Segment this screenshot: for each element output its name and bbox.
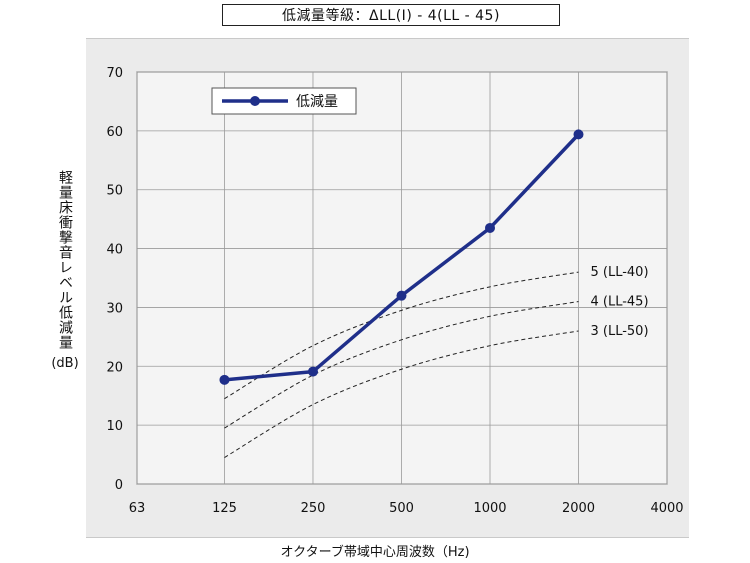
y-tick-label: 30 bbox=[106, 301, 123, 316]
reference-curve-label: 5 (LL-40) bbox=[590, 265, 648, 280]
reference-curve bbox=[224, 330, 579, 458]
data-series bbox=[219, 129, 584, 385]
reference-curve-label: 3 (LL-50) bbox=[590, 324, 648, 339]
data-point bbox=[396, 290, 407, 301]
legend-label: 低減量 bbox=[296, 93, 338, 110]
y-tick-label: 40 bbox=[106, 243, 123, 258]
y-tick-label: 60 bbox=[106, 125, 123, 140]
x-tick-label: 250 bbox=[301, 501, 326, 516]
x-axis-label: オクターブ帯域中心周波数（Hz) bbox=[280, 545, 470, 560]
y-axis-label: 軽量床衝撃音レベル低減量 (dB) bbox=[50, 170, 80, 371]
x-tick-label: 125 bbox=[212, 501, 237, 516]
y-tick-label: 50 bbox=[106, 184, 123, 199]
grid-lines bbox=[136, 71, 668, 485]
x-tick-label: 2000 bbox=[562, 501, 595, 516]
y-tick-label: 70 bbox=[106, 66, 123, 81]
data-point bbox=[307, 366, 318, 377]
legend: 低減量 bbox=[211, 87, 357, 115]
y-axis-label-text: 軽量床衝撃音レベル低減量 bbox=[57, 170, 73, 350]
x-axis-ticks: 63 125 250 500 1000 2000 4000 bbox=[129, 501, 684, 516]
reference-curves: 5 (LL-40) 4 (LL-45) 3 (LL-50) bbox=[224, 265, 649, 458]
y-tick-label: 10 bbox=[106, 419, 123, 434]
reference-curve-label: 4 (LL-45) bbox=[590, 295, 648, 310]
y-axis-unit: (dB) bbox=[51, 356, 79, 371]
y-axis-ticks: 0 10 20 30 40 50 60 70 bbox=[106, 66, 123, 493]
data-point bbox=[219, 374, 230, 385]
y-tick-label: 20 bbox=[106, 360, 123, 375]
data-point bbox=[573, 129, 584, 140]
x-tick-label: 500 bbox=[389, 501, 414, 516]
data-point bbox=[484, 222, 495, 233]
y-tick-label: 0 bbox=[115, 478, 123, 493]
chart-title: 低減量等級：ΔLL(Ⅰ) - 4(LL - 45) bbox=[222, 4, 560, 26]
x-tick-label: 1000 bbox=[473, 501, 506, 516]
plot-area bbox=[136, 71, 668, 485]
x-tick-label: 63 bbox=[129, 501, 146, 516]
reference-curve bbox=[224, 301, 579, 429]
x-tick-label: 4000 bbox=[650, 501, 683, 516]
reference-curve bbox=[224, 271, 579, 400]
legend-marker bbox=[250, 96, 260, 106]
